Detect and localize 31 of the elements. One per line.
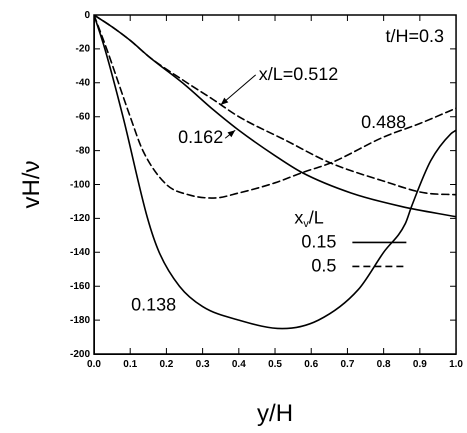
x-tick-label: 0.6: [304, 358, 319, 370]
x-tick-label: 0.8: [376, 358, 392, 370]
y-tick-label: -80: [76, 145, 90, 156]
x-tick-label: 0.2: [159, 358, 174, 370]
y-tick-label: -200: [70, 348, 90, 360]
y-tick-label: -160: [70, 280, 90, 292]
x-tick-label: 0.9: [412, 358, 428, 370]
legend-label: 0.5: [311, 255, 336, 276]
y-tick-label: -60: [76, 111, 90, 122]
annotation: x/L=0.512: [258, 64, 338, 84]
y-tick-label: -140: [70, 247, 90, 258]
y-axis-title: vH/ν: [18, 160, 46, 208]
y-tick-label: -100: [70, 179, 90, 190]
y-tick-label: -40: [76, 78, 90, 89]
x-tick-label: 0.4: [232, 358, 246, 370]
annotation: 0.488: [361, 112, 406, 132]
annotation: 0.138: [131, 294, 176, 315]
legend-label: 0.15: [301, 231, 336, 252]
x-tick-label: 0.3: [196, 358, 210, 370]
x-axis-title: y/H: [257, 400, 294, 428]
annotation: t/H=0.3: [386, 26, 444, 46]
y-tick-label: -120: [70, 213, 90, 224]
x-tick-label: 0.1: [123, 358, 138, 370]
x-tick-label: 0.7: [340, 358, 355, 370]
y-tick-label: 0: [84, 10, 90, 21]
y-tick-label: -180: [70, 314, 90, 326]
x-tick-label: 0.5: [268, 358, 282, 370]
annotation: 0.162: [178, 127, 224, 148]
y-tick-label: -20: [76, 44, 90, 55]
x-tick-label: 0.0: [87, 358, 102, 370]
x-tick-label: 1.0: [449, 358, 464, 370]
